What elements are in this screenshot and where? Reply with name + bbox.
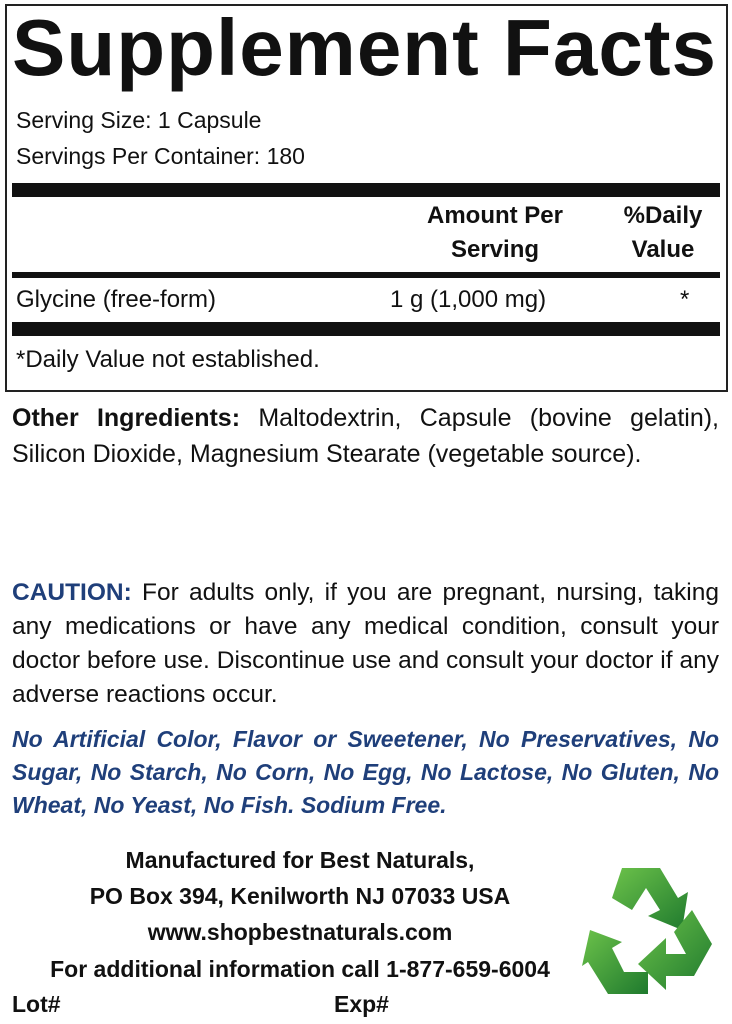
thin-divider <box>12 272 720 278</box>
panel-title: Supplement Facts <box>12 3 718 92</box>
recycle-icon <box>582 868 712 994</box>
manufacturer-line: Manufactured for Best Naturals, <box>125 847 475 873</box>
ingredient-name: Glycine (free-form) <box>16 286 217 313</box>
other-ingredients-text: Maltodextrin, Capsule (bovine gelatin), … <box>12 404 720 468</box>
footnote: *Daily Value not established. <box>16 346 320 373</box>
header-line: Serving <box>450 236 540 263</box>
daily-value-header: %Daily Value <box>606 199 720 267</box>
website-link[interactable]: www.shopbestnaturals.com <box>147 919 453 945</box>
phone-line: For additional information call 1-877-65… <box>50 956 550 982</box>
servings-per-container: Servings Per Container: 180 <box>16 143 305 169</box>
ingredient-amount: 1 g (1,000 mg) <box>390 286 547 313</box>
manufacturer-address: PO Box 394, Kenilworth NJ 07033 USA <box>89 883 511 909</box>
caution-text: For adults only, if you are pregnant, nu… <box>12 579 719 708</box>
other-ingredients-label: Other Ingredients: <box>12 404 241 432</box>
free-from-claims: No Artificial Color, Flavor or Sweetener… <box>12 726 719 818</box>
header-line: Amount Per <box>426 202 563 229</box>
caution: CAUTION: For adults only, if you are pre… <box>12 576 719 712</box>
other-ingredients: Other Ingredients: Maltodextrin, Capsule… <box>12 400 719 472</box>
serving-size: Serving Size: 1 Capsule <box>16 107 262 133</box>
caution-label: CAUTION: <box>12 579 132 606</box>
thick-divider <box>12 183 720 197</box>
header-line: %Daily <box>623 202 703 229</box>
amount-per-serving-header: Amount Per Serving <box>390 199 600 267</box>
header-line: Value <box>631 236 695 263</box>
ingredient-dv: * <box>680 286 690 313</box>
exp-label: Exp# <box>334 991 389 1017</box>
supplement-facts-panel <box>5 4 728 392</box>
thick-divider <box>12 322 720 336</box>
lot-label: Lot# <box>12 991 61 1017</box>
